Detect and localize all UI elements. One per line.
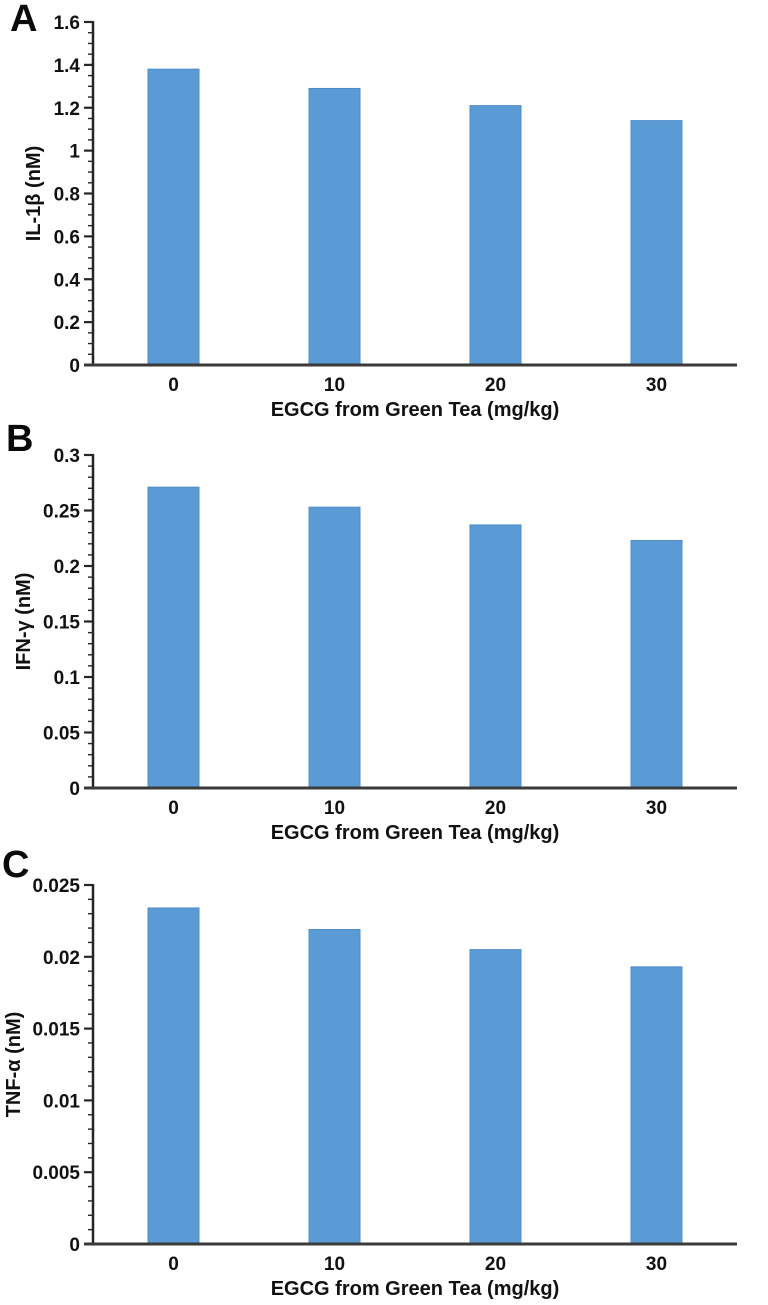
bar <box>630 966 683 1245</box>
chart-svg: 0 0.05 0.1 0.15 0.2 0.25 0.3 0 10 20 30 EGCG from G… <box>13 446 737 844</box>
x-tick-label: 0 <box>168 375 179 396</box>
y-tick-label: 0 <box>69 779 80 800</box>
x-tick-label: 30 <box>646 798 667 819</box>
bar <box>469 949 522 1245</box>
y-tick-label: 0.25 <box>43 502 80 523</box>
y-tick-label: 0.015 <box>32 1020 80 1041</box>
panel-letter-a: A <box>10 0 38 40</box>
y-tick-label: 0.4 <box>54 270 81 291</box>
bar <box>147 68 200 366</box>
x-tick-label: 30 <box>646 1254 667 1275</box>
y-tick-label: 0.02 <box>43 948 80 969</box>
bar <box>469 524 522 789</box>
y-tick-label: 0.05 <box>43 724 80 745</box>
y-tick-label: 0 <box>69 1235 80 1256</box>
panel-letter-b: B <box>6 418 34 460</box>
x-axis-title: EGCG from Green Tea (mg/kg) <box>271 1278 560 1300</box>
y-axis-title: TNF-α (nM) <box>3 1012 25 1118</box>
y-tick-label: 0.005 <box>32 1163 80 1184</box>
bar <box>147 907 200 1245</box>
bar <box>630 539 683 789</box>
bar <box>308 929 361 1245</box>
x-tick-label: 0 <box>168 1254 179 1275</box>
y-axis-title: IFN-γ (nM) <box>13 573 35 671</box>
bar <box>469 105 522 366</box>
bar <box>147 486 200 789</box>
panel-a-il1b-bar-chart: 0 0.2 0.4 0.6 0.8 1 1.2 1.4 1.6 0 10 20 30 EGCG from … <box>0 0 768 435</box>
panel-c-tnfa-bar-chart: 0 0.005 0.01 0.015 0.02 0.025 0 10 20 30 EGCG from… <box>0 870 768 1305</box>
chart-svg: 0 0.005 0.01 0.015 0.02 0.025 0 10 20 30 EGCG from… <box>3 876 737 1300</box>
y-tick-label: 1.6 <box>54 13 80 34</box>
y-tick-label: 0.01 <box>43 1091 80 1112</box>
x-tick-label: 10 <box>324 375 345 396</box>
y-tick-label: 0.2 <box>54 557 80 578</box>
x-tick-label: 0 <box>168 798 179 819</box>
x-axis-title: EGCG from Green Tea (mg/kg) <box>271 399 560 421</box>
y-axis-title: IL-1β (nM) <box>23 146 45 242</box>
y-tick-label: 0.025 <box>32 876 80 897</box>
x-tick-label: 10 <box>324 798 345 819</box>
y-tick-label: 0.2 <box>54 313 80 334</box>
y-tick-label: 0.1 <box>54 668 81 689</box>
bar <box>308 506 361 789</box>
y-tick-label: 0 <box>69 356 80 377</box>
y-tick-label: 0.8 <box>54 185 80 206</box>
y-tick-label: 0.3 <box>54 446 80 467</box>
x-tick-label: 20 <box>485 1254 506 1275</box>
y-tick-label: 0.15 <box>43 613 80 634</box>
bar <box>308 87 361 366</box>
y-tick-label: 1.4 <box>54 56 81 77</box>
x-tick-label: 10 <box>324 1254 345 1275</box>
x-axis-title: EGCG from Green Tea (mg/kg) <box>271 822 560 844</box>
y-tick-label: 0.6 <box>54 227 80 248</box>
x-tick-label: 20 <box>485 798 506 819</box>
bar <box>630 120 683 366</box>
x-tick-label: 30 <box>646 375 667 396</box>
chart-svg: 0 0.2 0.4 0.6 0.8 1 1.2 1.4 1.6 0 10 20 30 EGCG from … <box>23 13 737 421</box>
y-tick-label: 1.2 <box>54 99 80 120</box>
panel-b-ifng-bar-chart: 0 0.05 0.1 0.15 0.2 0.25 0.3 0 10 20 30 EGCG from G… <box>0 435 768 870</box>
panel-letter-c: C <box>2 844 30 886</box>
y-tick-label: 1 <box>69 142 80 163</box>
x-tick-label: 20 <box>485 375 506 396</box>
